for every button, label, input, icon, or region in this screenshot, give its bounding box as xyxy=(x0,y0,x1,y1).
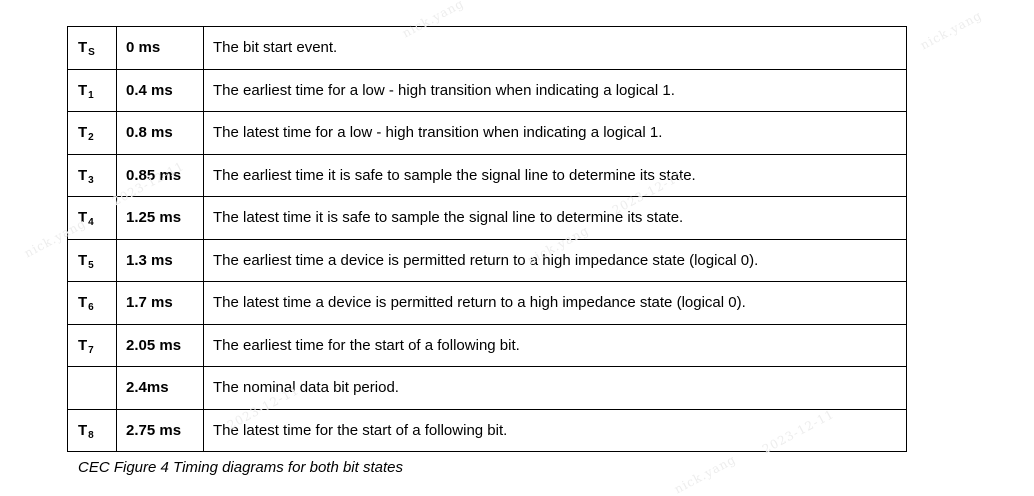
symbol-subscript: 6 xyxy=(88,302,94,314)
description-cell: The latest time for a low - high transit… xyxy=(203,111,907,155)
symbol-letter: T xyxy=(78,336,88,354)
description-cell: The latest time for the start of a follo… xyxy=(203,408,907,452)
time-cell: 0 ms xyxy=(116,26,204,70)
time-cell: 0.4 ms xyxy=(116,68,204,112)
symbol-cell: T8 xyxy=(67,408,117,452)
description-cell: The latest time it is safe to sample the… xyxy=(203,196,907,240)
table-row: T4 1.25 ms The latest time it is safe to… xyxy=(67,196,907,240)
description-cell: The earliest time a device is permitted … xyxy=(203,238,907,282)
symbol-cell: T1 xyxy=(67,68,117,112)
description-cell: The nominal data bit period. xyxy=(203,366,907,410)
symbol-subscript: 7 xyxy=(88,344,94,356)
symbol-subscript: 4 xyxy=(88,217,94,229)
symbol-letter: T xyxy=(78,124,88,142)
figure-caption: CEC Figure 4 Timing diagrams for both bi… xyxy=(78,459,403,476)
description-cell: The earliest time for the start of a fol… xyxy=(203,323,907,367)
time-cell: 1.7 ms xyxy=(116,281,204,325)
symbol-cell: T2 xyxy=(67,111,117,155)
table-row: 2.4ms The nominal data bit period. xyxy=(67,366,907,410)
time-cell: 0.85 ms xyxy=(116,153,204,197)
table-row: T1 0.4 ms The earliest time for a low - … xyxy=(67,68,907,112)
watermark-name: nick.yang xyxy=(918,8,985,53)
table-row: T3 0.85 ms The earliest time it is safe … xyxy=(67,153,907,197)
watermark-name: nick.yang xyxy=(672,452,739,496)
table-row: TS 0 ms The bit start event. xyxy=(67,26,907,70)
symbol-letter: T xyxy=(78,294,88,312)
time-cell: 1.25 ms xyxy=(116,196,204,240)
symbol-cell: T6 xyxy=(67,281,117,325)
symbol-cell xyxy=(67,366,117,410)
symbol-cell: T4 xyxy=(67,196,117,240)
symbol-letter: T xyxy=(78,209,88,227)
symbol-subscript: 3 xyxy=(88,174,94,186)
symbol-subscript: 5 xyxy=(88,259,94,271)
symbol-cell: T5 xyxy=(67,238,117,282)
description-cell: The earliest time for a low - high trans… xyxy=(203,68,907,112)
symbol-letter: T xyxy=(78,39,88,57)
time-cell: 2.05 ms xyxy=(116,323,204,367)
description-cell: The latest time a device is permitted re… xyxy=(203,281,907,325)
time-cell: 2.4ms xyxy=(116,366,204,410)
symbol-letter: T xyxy=(78,251,88,269)
time-cell: 1.3 ms xyxy=(116,238,204,282)
table-row: T7 2.05 ms The earliest time for the sta… xyxy=(67,323,907,367)
symbol-cell: T7 xyxy=(67,323,117,367)
symbol-letter: T xyxy=(78,421,88,439)
table-row: T5 1.3 ms The earliest time a device is … xyxy=(67,238,907,282)
table-row: T6 1.7 ms The latest time a device is pe… xyxy=(67,281,907,325)
symbol-cell: TS xyxy=(67,26,117,70)
table-row: T8 2.75 ms The latest time for the start… xyxy=(67,408,907,452)
symbol-subscript: 8 xyxy=(88,429,94,441)
symbol-letter: T xyxy=(78,166,88,184)
description-cell: The earliest time it is safe to sample t… xyxy=(203,153,907,197)
time-cell: 0.8 ms xyxy=(116,111,204,155)
timing-table: TS 0 ms The bit start event. T1 0.4 ms T… xyxy=(67,26,907,452)
table-row: T2 0.8 ms The latest time for a low - hi… xyxy=(67,111,907,155)
time-cell: 2.75 ms xyxy=(116,408,204,452)
description-cell: The bit start event. xyxy=(203,26,907,70)
symbol-cell: T3 xyxy=(67,153,117,197)
symbol-subscript: S xyxy=(88,47,95,59)
symbol-subscript: 2 xyxy=(88,132,94,144)
symbol-subscript: 1 xyxy=(88,89,94,101)
symbol-letter: T xyxy=(78,81,88,99)
